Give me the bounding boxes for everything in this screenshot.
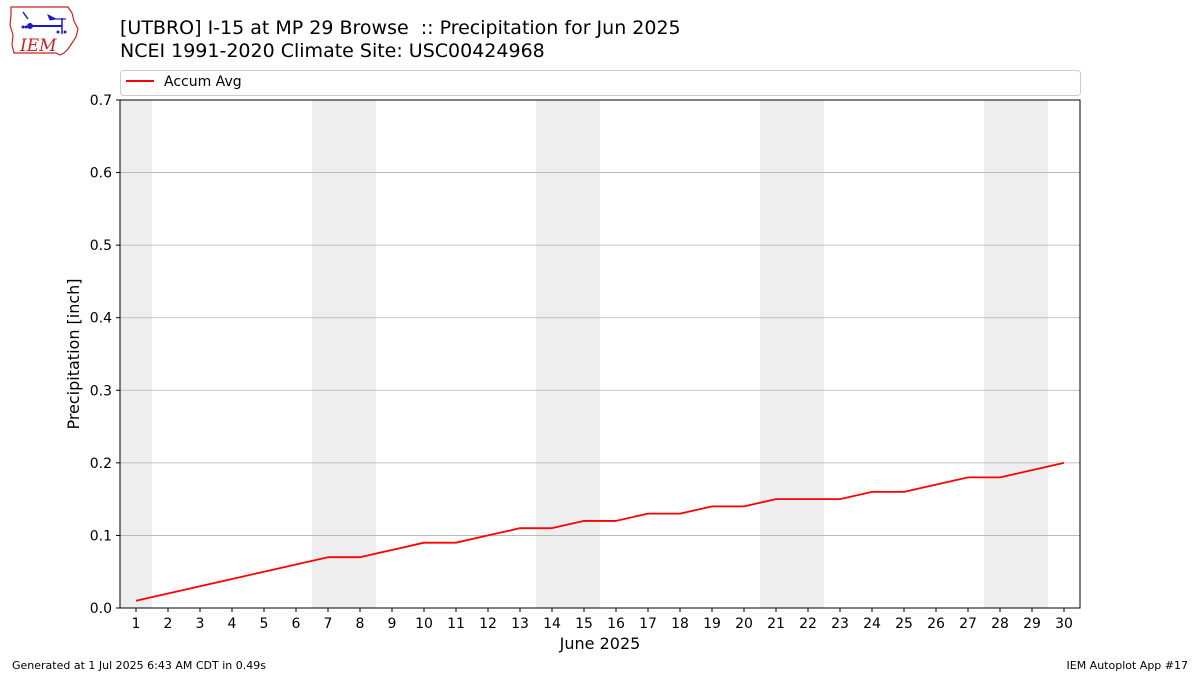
x-tick-label: 14 <box>543 616 561 632</box>
x-tick-label: 17 <box>639 616 657 632</box>
weekend-band <box>344 100 376 608</box>
x-tick-label: 6 <box>292 616 301 632</box>
weekend-band <box>536 100 568 608</box>
x-tick-label: 30 <box>1055 616 1073 632</box>
chart-title: [UTBRO] I-15 at MP 29 Browse :: Precipit… <box>120 17 681 39</box>
x-tick-label: 23 <box>831 616 849 632</box>
y-tick-label: 0.6 <box>90 166 112 182</box>
y-tick-label: 0.4 <box>90 311 112 327</box>
x-tick-label: 2 <box>164 616 173 632</box>
y-tick-label: 0.2 <box>90 456 112 472</box>
x-tick-label: 22 <box>799 616 817 632</box>
x-tick-label: 25 <box>895 616 913 632</box>
x-tick-label: 9 <box>388 616 397 632</box>
y-tick-label: 0.0 <box>90 601 112 617</box>
x-tick-label: 12 <box>479 616 497 632</box>
legend-label: Accum Avg <box>164 74 242 90</box>
logo-weather-symbols <box>21 11 67 34</box>
x-tick-label: 5 <box>260 616 269 632</box>
x-tick-label: 20 <box>735 616 753 632</box>
logo-state-outline <box>9 6 79 56</box>
plot-frame <box>119 99 1081 609</box>
generated-timestamp: Generated at 1 Jul 2025 6:43 AM CDT in 0… <box>12 659 266 672</box>
y-tick-label: 0.3 <box>90 383 112 399</box>
x-tick-label: 7 <box>324 616 333 632</box>
x-tick-label: 19 <box>703 616 721 632</box>
x-tick-label: 13 <box>511 616 529 632</box>
weekend-band <box>568 100 600 608</box>
x-tick-label: 28 <box>991 616 1009 632</box>
x-tick-label: 27 <box>959 616 977 632</box>
x-tick-label: 24 <box>863 616 881 632</box>
iem-logo-icon: IEM <box>9 6 79 56</box>
autoplot-app-label: IEM Autoplot App #17 <box>1066 659 1189 672</box>
weekend-band <box>792 100 824 608</box>
x-tick-label: 26 <box>927 616 945 632</box>
weekend-band <box>1016 100 1048 608</box>
y-tick-label: 0.5 <box>90 238 112 254</box>
x-tick-label: 3 <box>196 616 205 632</box>
weekend-band <box>984 100 1016 608</box>
x-axis-label: June 2025 <box>559 634 641 653</box>
y-axis-label: Precipitation [inch] <box>64 278 83 429</box>
y-tick-label: 0.7 <box>90 93 112 109</box>
x-tick-label: 4 <box>228 616 237 632</box>
x-tick-label: 16 <box>607 616 625 632</box>
weekend-band <box>120 100 152 608</box>
x-tick-label: 18 <box>671 616 689 632</box>
y-tick-label: 0.1 <box>90 528 112 544</box>
series-line-accum-avg <box>135 461 1065 602</box>
x-tick-label: 21 <box>767 616 785 632</box>
x-tick-label: 8 <box>356 616 365 632</box>
x-tick-label: 1 <box>132 616 141 632</box>
x-tick-label: 11 <box>447 616 465 632</box>
weekend-band <box>312 100 344 608</box>
x-tick-label: 15 <box>575 616 593 632</box>
chart-subtitle: NCEI 1991-2020 Climate Site: USC00424968 <box>120 40 545 62</box>
weekend-band <box>760 100 792 608</box>
legend-box <box>120 70 1081 96</box>
x-tick-label: 29 <box>1023 616 1041 632</box>
x-tick-label: 10 <box>415 616 433 632</box>
logo-text: IEM <box>19 36 57 56</box>
